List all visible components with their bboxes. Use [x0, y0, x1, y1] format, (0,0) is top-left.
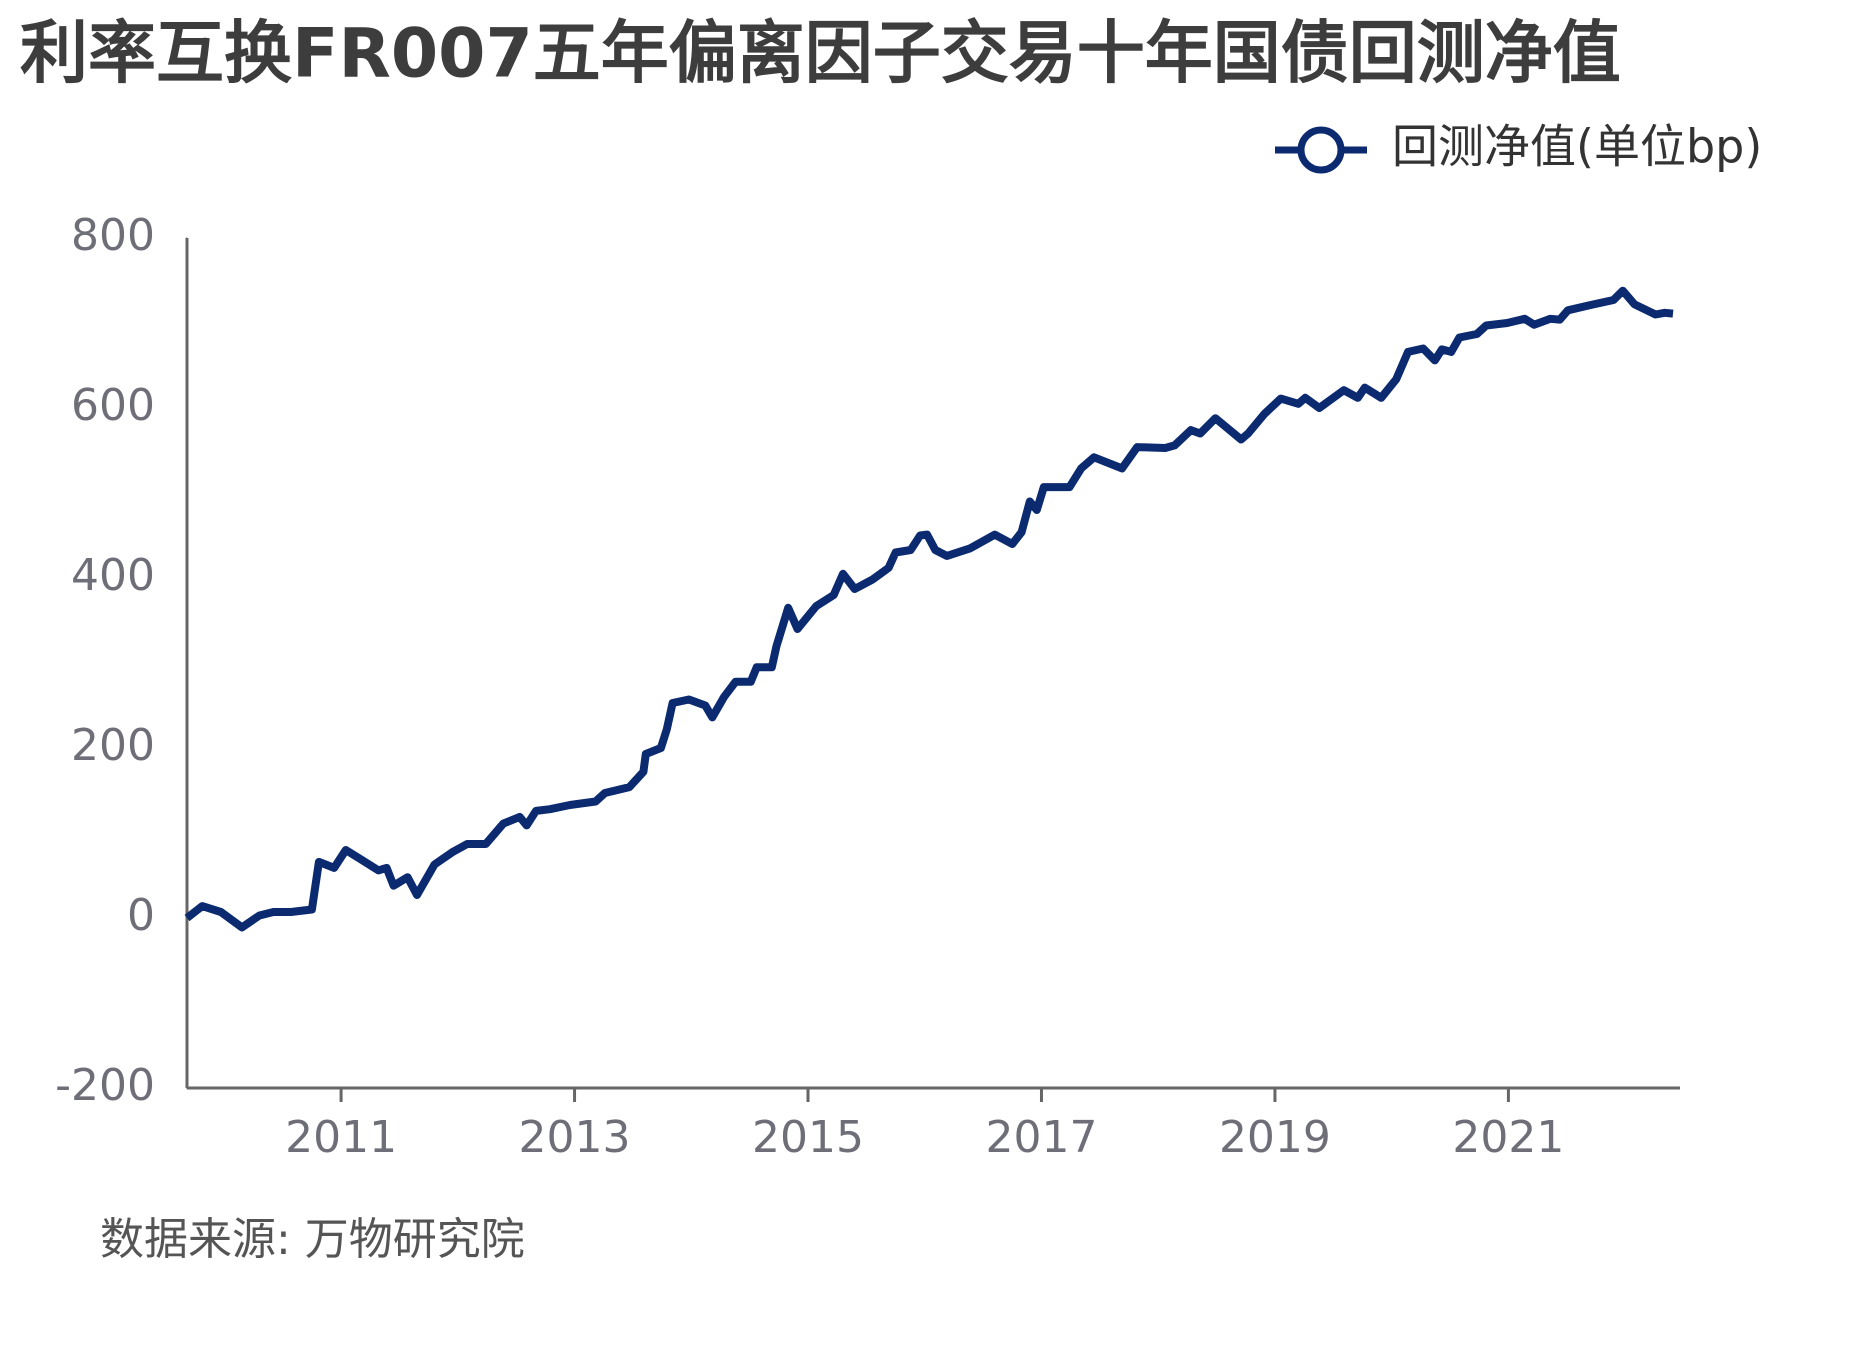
y-tick-label: 0 — [127, 890, 155, 941]
legend-label: 回测净值(单位bp) — [1392, 120, 1762, 174]
y-tick-label: 800 — [71, 210, 155, 261]
x-tick-label: 2017 — [985, 1112, 1097, 1163]
source-note: 数据来源: 万物研究院 — [100, 1214, 525, 1265]
y-tick-label: -200 — [55, 1060, 155, 1111]
chart-title: 利率互换FR007五年偏离因子交易十年国债回测净值 — [20, 15, 1621, 94]
x-tick-label: 2015 — [752, 1112, 864, 1163]
x-tick-label: 2013 — [519, 1112, 631, 1163]
x-tick-label: 2021 — [1452, 1112, 1564, 1163]
legend-marker — [1297, 126, 1345, 174]
y-tick-label: 400 — [71, 550, 155, 601]
line-series — [184, 286, 1674, 932]
y-tick-label: 600 — [71, 380, 155, 431]
y-tick-label: 200 — [71, 720, 155, 771]
x-tick-label: 2011 — [285, 1112, 397, 1163]
x-tick-label: 2019 — [1219, 1112, 1331, 1163]
